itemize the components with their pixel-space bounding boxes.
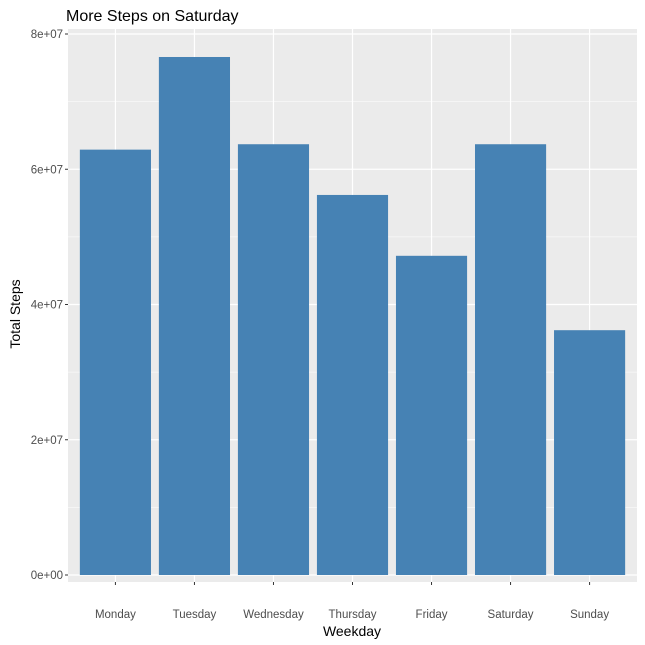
- y-axis-title: Total Steps: [7, 279, 23, 348]
- bar-thursday: [316, 194, 389, 575]
- y-tick-label: 0e+00: [31, 570, 63, 582]
- bar-wednesday: [237, 144, 310, 575]
- x-tick-label: Wednesday: [243, 609, 304, 621]
- bar-tuesday: [158, 56, 231, 576]
- y-axis: 0e+00 2e+07 4e+07 6e+07 8e+07: [31, 29, 68, 582]
- bar-sunday: [554, 330, 626, 575]
- x-axis-title: Weekday: [323, 623, 381, 639]
- y-tick-label: 2e+07: [31, 435, 63, 447]
- x-tick-label: Thursday: [329, 609, 377, 621]
- y-tick-label: 4e+07: [31, 300, 63, 312]
- x-tick-label: Saturday: [488, 609, 534, 621]
- y-tick-label: 6e+07: [31, 164, 63, 176]
- x-tick-label: Tuesday: [173, 609, 217, 621]
- x-tick-label: Sunday: [570, 609, 609, 621]
- bars: [79, 56, 626, 576]
- x-tick-label: Monday: [95, 609, 136, 621]
- x-axis: Monday Tuesday Wednesday Thursday Friday Satu…: [95, 582, 609, 621]
- bar-friday: [395, 255, 468, 575]
- bar-saturday: [474, 144, 547, 575]
- bar-monday: [79, 149, 151, 576]
- y-tick-label: 8e+07: [31, 29, 63, 41]
- chart-title: More Steps on Saturday: [66, 8, 239, 25]
- x-tick-label: Friday: [416, 609, 448, 621]
